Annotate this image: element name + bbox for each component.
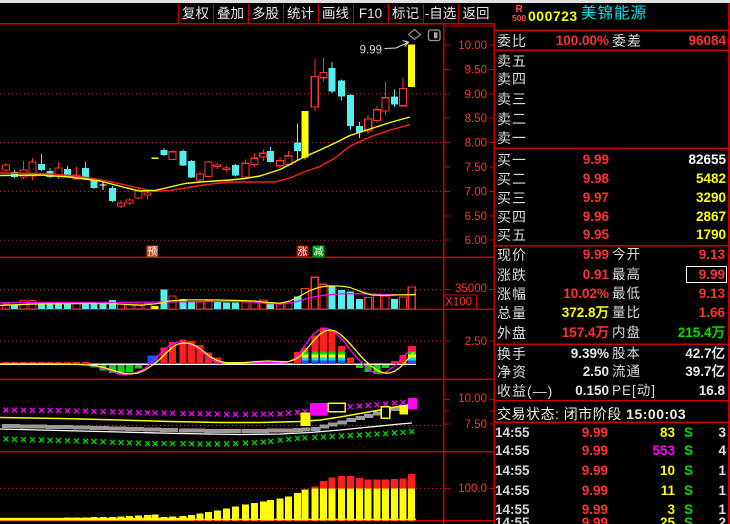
svg-text:10.00: 10.00 bbox=[458, 40, 487, 52]
svg-text:8.50: 8.50 bbox=[465, 113, 487, 125]
svg-text:8.00: 8.00 bbox=[465, 138, 487, 150]
svg-text:35000: 35000 bbox=[455, 283, 487, 295]
svg-text:10.00: 10.00 bbox=[458, 393, 487, 405]
svg-text:7.00: 7.00 bbox=[465, 186, 487, 198]
svg-text:X100: X100 bbox=[445, 297, 472, 309]
svg-text:2.50: 2.50 bbox=[465, 336, 487, 348]
svg-text:减: 减 bbox=[314, 246, 324, 258]
svg-text:涨: 涨 bbox=[298, 246, 308, 258]
svg-text:9.00: 9.00 bbox=[465, 89, 487, 101]
svg-text:6.50: 6.50 bbox=[465, 211, 487, 223]
svg-text:9.50: 9.50 bbox=[465, 64, 487, 76]
svg-text:100.0: 100.0 bbox=[458, 483, 487, 495]
svg-text:7.50: 7.50 bbox=[465, 162, 487, 174]
svg-text:预: 预 bbox=[147, 246, 157, 258]
svg-text:7.50: 7.50 bbox=[465, 419, 487, 431]
svg-text:9.99: 9.99 bbox=[360, 45, 382, 57]
svg-text:6.00: 6.00 bbox=[465, 235, 487, 247]
